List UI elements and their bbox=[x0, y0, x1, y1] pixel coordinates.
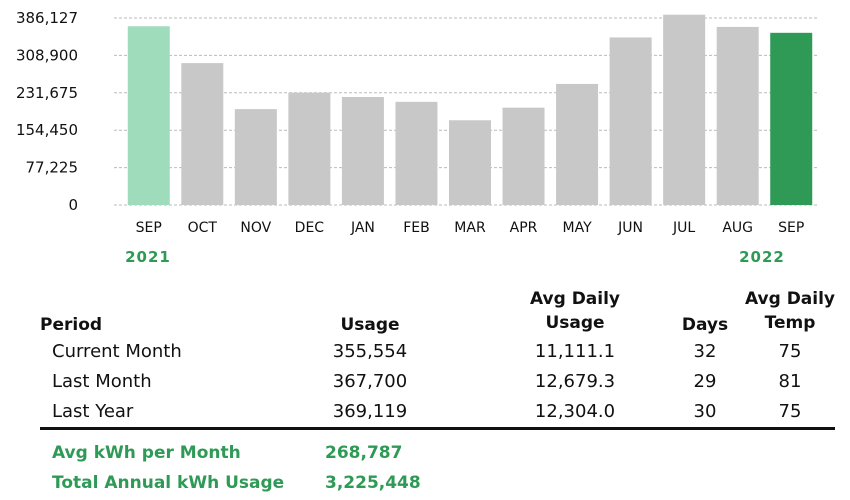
bar-jan-4 bbox=[341, 97, 384, 205]
avg-kwh-value: 268,787 bbox=[325, 443, 403, 463]
row-days: 32 bbox=[693, 341, 717, 362]
row-days: 30 bbox=[693, 401, 717, 422]
x-tick-label: JUN bbox=[617, 220, 643, 236]
bar-dec-3 bbox=[288, 92, 331, 205]
bar-mar-6 bbox=[449, 120, 491, 205]
total-annual-kwh-value: 3,225,448 bbox=[325, 473, 421, 493]
x-tick-label: DEC bbox=[295, 220, 325, 236]
x-tick-label: JUL bbox=[672, 220, 695, 236]
row-avg-daily-usage: 12,679.3 bbox=[534, 371, 616, 392]
bar-nov-2 bbox=[234, 109, 277, 205]
table-divider bbox=[40, 427, 835, 430]
bar-may-8 bbox=[556, 83, 599, 205]
avg-kwh-label: Avg kWh per Month bbox=[52, 443, 241, 463]
row-temp: 81 bbox=[778, 371, 802, 392]
x-tick-label: SEP bbox=[778, 220, 804, 236]
bar-sep-12 bbox=[770, 32, 813, 206]
row-avg-daily-usage: 11,111.1 bbox=[534, 341, 616, 362]
total-annual-kwh-label: Total Annual kWh Usage bbox=[52, 473, 285, 493]
y-tick-label: 231,675 bbox=[16, 84, 78, 102]
x-tick-label: SEP bbox=[136, 220, 162, 236]
y-axis: 0 77,225 154,450 231,675 308,900 386,127 bbox=[16, 9, 78, 214]
row-temp: 75 bbox=[778, 401, 802, 422]
header-avg-daily-temp-line1: Avg Daily bbox=[744, 289, 836, 309]
bars bbox=[127, 14, 813, 206]
bar-aug-11 bbox=[716, 26, 759, 205]
header-period: Period bbox=[40, 315, 103, 335]
bar-sep-0 bbox=[127, 26, 170, 205]
x-tick-label: FEB bbox=[403, 220, 430, 236]
start-year-label: 2021 bbox=[125, 248, 171, 266]
row-usage: 355,554 bbox=[332, 341, 408, 362]
x-tick-label: MAY bbox=[563, 220, 593, 236]
y-tick-label: 386,127 bbox=[16, 9, 78, 27]
x-tick-label: NOV bbox=[240, 220, 271, 236]
header-avg-daily-usage-line1: Avg Daily bbox=[529, 289, 621, 309]
usage-table: Period Usage Avg Daily Usage Days Avg Da… bbox=[0, 285, 850, 500]
bar-apr-7 bbox=[502, 107, 545, 205]
y-tick-label: 77,225 bbox=[26, 159, 79, 177]
bar-feb-5 bbox=[395, 101, 438, 205]
usage-bar-chart: 0 77,225 154,450 231,675 308,900 386,127 SEP O… bbox=[16, 9, 818, 266]
row-period: Last Month bbox=[52, 371, 152, 392]
row-period: Last Year bbox=[52, 401, 134, 422]
row-days: 29 bbox=[693, 371, 717, 392]
header-usage: Usage bbox=[340, 315, 400, 335]
row-temp: 75 bbox=[778, 341, 802, 362]
header-avg-daily-usage-line2: Usage bbox=[545, 313, 605, 333]
bar-jun-9 bbox=[609, 37, 652, 206]
x-axis: SEP OCT NOV DEC JAN FEB MAR APR MAY JUN JUL AUG SEP bbox=[136, 220, 805, 236]
end-year-label: 2022 bbox=[739, 248, 785, 266]
x-tick-label: JAN bbox=[350, 220, 375, 236]
y-tick-label: 0 bbox=[68, 196, 78, 214]
x-tick-label: AUG bbox=[722, 220, 753, 236]
x-tick-label: MAR bbox=[454, 220, 486, 236]
y-tick-label: 154,450 bbox=[16, 121, 78, 139]
row-period: Current Month bbox=[52, 341, 182, 362]
x-tick-label: APR bbox=[510, 220, 538, 236]
bar-oct-1 bbox=[181, 63, 224, 205]
row-usage: 369,119 bbox=[332, 401, 408, 422]
header-days: Days bbox=[681, 315, 729, 335]
row-avg-daily-usage: 12,304.0 bbox=[534, 401, 616, 422]
header-avg-daily-temp-line2: Temp bbox=[764, 313, 816, 333]
y-tick-label: 308,900 bbox=[16, 46, 78, 64]
bar-jul-10 bbox=[663, 14, 706, 205]
x-tick-label: OCT bbox=[188, 220, 218, 236]
row-usage: 367,700 bbox=[332, 371, 408, 392]
